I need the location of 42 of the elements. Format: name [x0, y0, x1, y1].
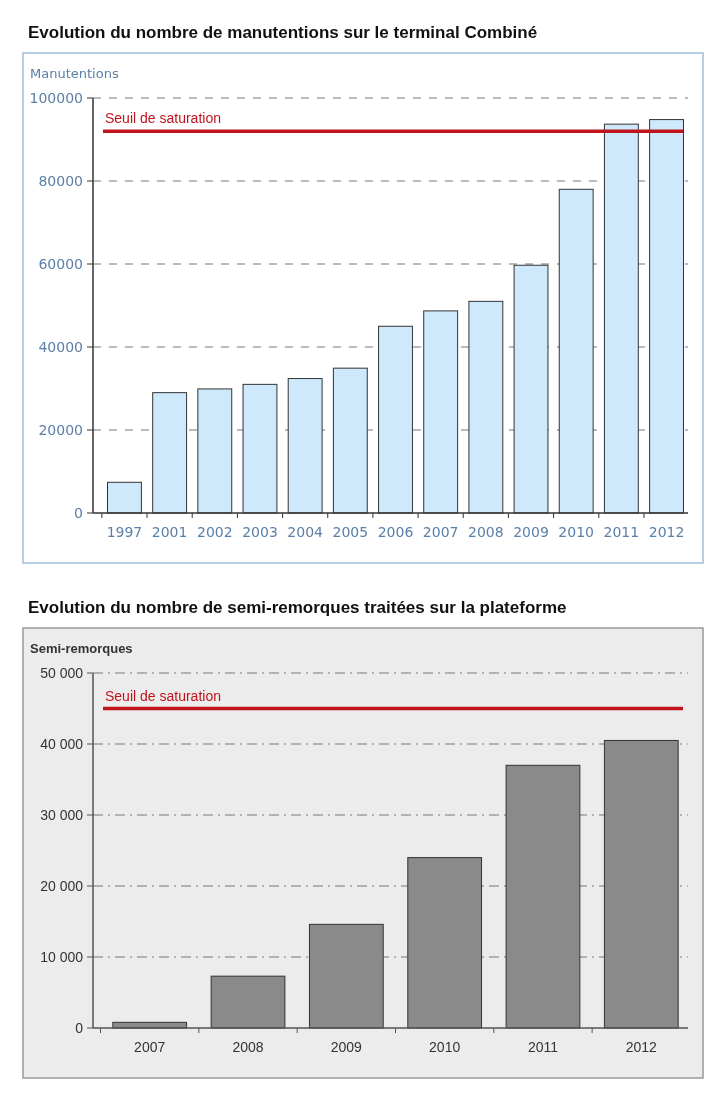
bar — [505, 764, 581, 1029]
x-tick-label: 2012 — [648, 524, 685, 540]
y-tick-label: 30 000 — [40, 806, 84, 823]
x-tick-label: 2011 — [527, 1039, 559, 1055]
x-tick-label: 2011 — [603, 524, 640, 540]
x-tick-label: 2002 — [196, 524, 233, 540]
bar — [308, 923, 384, 1029]
x-tick-label: 2007 — [422, 524, 459, 540]
bar — [603, 739, 679, 1029]
x-tick-label: 2008 — [232, 1039, 264, 1055]
x-tick-label: 2005 — [332, 524, 369, 540]
x-tick-label: 2008 — [468, 524, 504, 540]
x-tick-label: 1997 — [106, 524, 143, 540]
y-tick-label: 20 000 — [40, 877, 84, 894]
bar — [407, 857, 483, 1029]
y-tick-label: 50 000 — [40, 664, 84, 681]
y-tick-label: 0 — [74, 504, 83, 521]
y-axis-title: Manutentions — [30, 66, 119, 81]
chart-title: Evolution du nombre de manutentions sur le terminal Combiné — [28, 23, 538, 42]
bar — [210, 975, 286, 1029]
y-tick-label: 100000 — [29, 89, 83, 106]
x-tick-label: 2003 — [242, 524, 278, 540]
x-tick-label: 2001 — [151, 524, 188, 540]
x-tick-label: 2009 — [330, 1039, 363, 1055]
x-tick-label: 2007 — [134, 1039, 166, 1055]
y-tick-label: 10 000 — [40, 948, 84, 965]
y-tick-label: 60000 — [38, 255, 83, 272]
y-tick-label: 0 — [75, 1019, 84, 1036]
y-tick-label: 40000 — [38, 338, 83, 355]
x-tick-label: 2010 — [558, 524, 595, 540]
x-tick-label: 2010 — [429, 1039, 461, 1055]
x-tick-label: 2009 — [513, 524, 549, 540]
y-tick-label: 80000 — [38, 172, 83, 189]
x-tick-label: 2004 — [287, 524, 324, 540]
ref-line-label: Seuil de saturation — [105, 110, 221, 127]
chart-title: Evolution du nombre de semi-remorques traitées sur la plateforme — [28, 598, 567, 617]
x-tick-label: 2012 — [625, 1039, 658, 1055]
y-tick-label: 20000 — [38, 421, 83, 438]
ref-line-label: Seuil de saturation — [105, 687, 221, 704]
x-tick-label: 2006 — [377, 524, 414, 540]
y-tick-label: 40 000 — [40, 735, 84, 752]
y-axis-title: Semi-remorques — [30, 641, 133, 656]
